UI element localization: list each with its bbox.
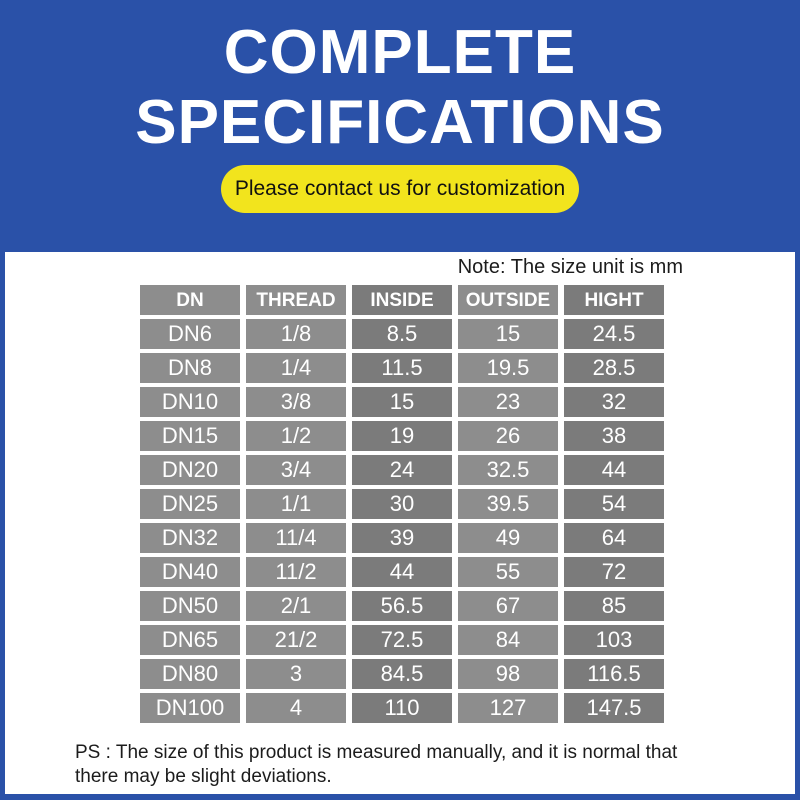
table-cell-dn20-dn: DN20 — [140, 455, 240, 485]
table-cell-dn25-outside: 39.5 — [458, 489, 558, 519]
column-header-thread: THREAD — [246, 285, 346, 315]
table-cell-dn50-dn: DN50 — [140, 591, 240, 621]
table-cell-dn20-outside: 32.5 — [458, 455, 558, 485]
table-cell-dn50-thread: 2/1 — [246, 591, 346, 621]
table-cell-dn65-dn: DN65 — [140, 625, 240, 655]
size-unit-note: Note: The size unit is mm — [457, 256, 683, 278]
table-cell-dn20-thread: 3/4 — [246, 455, 346, 485]
table-cell-dn6-hight: 24.5 — [564, 319, 664, 349]
column-header-outside: OUTSIDE — [458, 285, 558, 315]
ps-note-line2: there may be slight deviations. — [75, 766, 332, 787]
table-cell-dn8-thread: 1/4 — [246, 353, 346, 383]
table-cell-dn32-hight: 64 — [564, 523, 664, 553]
table-cell-dn40-thread: 11/2 — [246, 557, 346, 587]
table-cell-dn8-hight: 28.5 — [564, 353, 664, 383]
table-cell-dn6-inside: 8.5 — [352, 319, 452, 349]
table-cell-dn50-hight: 85 — [564, 591, 664, 621]
table-cell-dn15-dn: DN15 — [140, 421, 240, 451]
table-cell-dn32-dn: DN32 — [140, 523, 240, 553]
content-panel: Note: The size unit is mm DN THREAD INSI… — [5, 252, 795, 794]
table-cell-dn6-outside: 15 — [458, 319, 558, 349]
table-cell-dn6-thread: 1/8 — [246, 319, 346, 349]
table-cell-dn8-inside: 11.5 — [352, 353, 452, 383]
table-cell-dn32-inside: 39 — [352, 523, 452, 553]
table-cell-dn25-thread: 1/1 — [246, 489, 346, 519]
column-header-hight: HIGHT — [564, 285, 664, 315]
banner: COMPLETE SPECIFICATIONS Please contact u… — [0, 0, 800, 252]
table-cell-dn10-inside: 15 — [352, 387, 452, 417]
table-cell-dn80-outside: 98 — [458, 659, 558, 689]
table-cell-dn20-inside: 24 — [352, 455, 452, 485]
table-cell-dn10-hight: 32 — [564, 387, 664, 417]
table-cell-dn100-inside: 110 — [352, 693, 452, 723]
table-cell-dn8-dn: DN8 — [140, 353, 240, 383]
contact-pill: Please contact us for customization — [221, 165, 579, 213]
table-cell-dn8-outside: 19.5 — [458, 353, 558, 383]
table-cell-dn32-outside: 49 — [458, 523, 558, 553]
table-cell-dn15-inside: 19 — [352, 421, 452, 451]
table-cell-dn10-dn: DN10 — [140, 387, 240, 417]
table-cell-dn40-outside: 55 — [458, 557, 558, 587]
table-cell-dn25-hight: 54 — [564, 489, 664, 519]
table-cell-dn32-thread: 11/4 — [246, 523, 346, 553]
table-cell-dn100-thread: 4 — [246, 693, 346, 723]
table-cell-dn6-dn: DN6 — [140, 319, 240, 349]
table-cell-dn50-inside: 56.5 — [352, 591, 452, 621]
table-cell-dn10-thread: 3/8 — [246, 387, 346, 417]
table-cell-dn15-outside: 26 — [458, 421, 558, 451]
table-cell-dn40-inside: 44 — [352, 557, 452, 587]
table-cell-dn80-inside: 84.5 — [352, 659, 452, 689]
table-cell-dn65-thread: 21/2 — [246, 625, 346, 655]
banner-title-line1: COMPLETE — [223, 18, 577, 87]
table-cell-dn40-dn: DN40 — [140, 557, 240, 587]
table-cell-dn50-outside: 67 — [458, 591, 558, 621]
column-header-inside: INSIDE — [352, 285, 452, 315]
table-cell-dn15-thread: 1/2 — [246, 421, 346, 451]
table-cell-dn80-hight: 116.5 — [564, 659, 664, 689]
table-cell-dn25-dn: DN25 — [140, 489, 240, 519]
table-cell-dn80-thread: 3 — [246, 659, 346, 689]
table-cell-dn100-dn: DN100 — [140, 693, 240, 723]
column-header-dn: DN — [140, 285, 240, 315]
table-cell-dn25-inside: 30 — [352, 489, 452, 519]
contact-pill-label: Please contact us for customization — [234, 177, 566, 200]
ps-note: PS : The size of this product is measure… — [75, 741, 677, 789]
table-cell-dn10-outside: 23 — [458, 387, 558, 417]
ps-note-line1: PS : The size of this product is measure… — [75, 742, 678, 763]
banner-title-line2: SPECIFICATIONS — [135, 88, 665, 157]
table-cell-dn20-hight: 44 — [564, 455, 664, 485]
table-cell-dn65-inside: 72.5 — [352, 625, 452, 655]
table-cell-dn100-outside: 127 — [458, 693, 558, 723]
table-cell-dn40-hight: 72 — [564, 557, 664, 587]
table-cell-dn65-outside: 84 — [458, 625, 558, 655]
table-cell-dn80-dn: DN80 — [140, 659, 240, 689]
spec-table: DN THREAD INSIDE OUTSIDE HIGHT DN6 1/8 8.5… — [140, 285, 664, 723]
table-cell-dn15-hight: 38 — [564, 421, 664, 451]
table-cell-dn65-hight: 103 — [564, 625, 664, 655]
table-cell-dn100-hight: 147.5 — [564, 693, 664, 723]
